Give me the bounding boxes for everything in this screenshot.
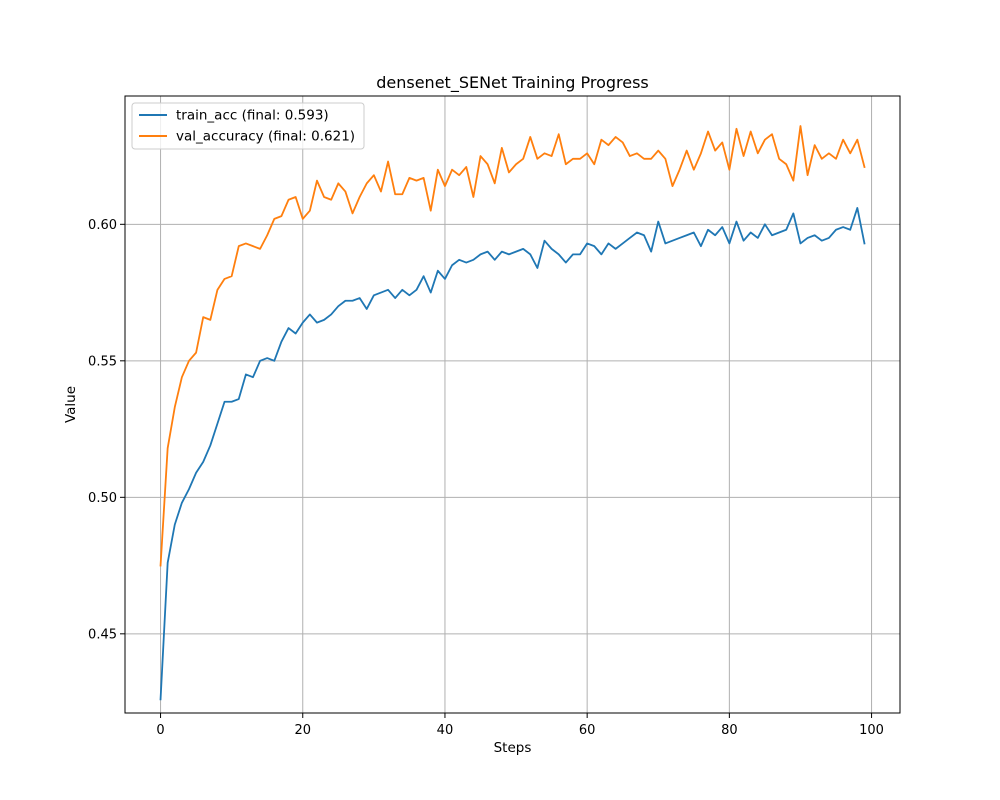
legend-frame [131,102,365,150]
grid [125,96,900,713]
x-tick-label: 80 [721,723,738,738]
series-line-val-accuracy [159,125,866,567]
x-tick-label: 40 [437,723,454,738]
chart-title: densenet_SENet Training Progress [376,73,649,93]
x-tick-label: 0 [156,723,164,738]
x-tick-label: 20 [294,723,311,738]
tick-layer: 0 20 40 60 80 100 0.45 0.50 0.55 0.60 [88,218,884,738]
legend: train_acc (final: 0.593) val_accuracy (f… [131,102,365,150]
y-tick-label: 0.45 [88,627,117,642]
x-tick-label: 60 [579,723,596,738]
y-tick-label: 0.50 [88,491,117,506]
series-line-train-acc [159,207,866,701]
x-tick-label: 100 [859,723,884,738]
x-axis-label: Steps [494,740,532,756]
y-axis-label: Value [63,386,79,423]
y-tick-label: 0.55 [88,354,117,369]
legend-label-train-acc: train_acc (final: 0.593) [176,108,329,124]
y-tick-label: 0.60 [88,218,117,233]
legend-label-val-accuracy: val_accuracy (final: 0.621) [176,129,355,145]
series-layer [159,125,866,701]
plot-frame [124,95,901,714]
